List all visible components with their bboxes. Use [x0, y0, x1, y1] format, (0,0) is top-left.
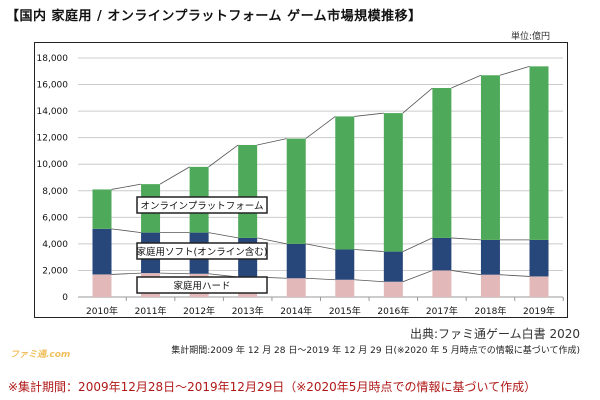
y-tick-label: 14,000 — [37, 107, 69, 117]
connector-line — [160, 272, 190, 275]
y-tick-label: 2,000 — [42, 266, 68, 276]
connector-line — [451, 74, 482, 89]
connector-line — [305, 243, 336, 250]
bar-segment — [383, 251, 403, 282]
x-tick-label: 2019年 — [523, 305, 555, 317]
bar-segment — [92, 228, 112, 275]
connector-line — [111, 183, 142, 190]
bar-segment — [529, 239, 549, 277]
bar-segment — [383, 113, 403, 252]
bar-segment — [432, 237, 452, 271]
x-tick-label: 2012年 — [183, 305, 215, 317]
connector-line — [451, 270, 482, 276]
connector-line — [305, 116, 336, 139]
legend-label: 家庭用ハード — [173, 280, 230, 292]
bar-segment — [529, 66, 549, 240]
period-note: 集計期間:2009 年 12 月 28 日〜2019 年 12 月 29 日(※… — [171, 346, 580, 356]
y-tick-label: 4,000 — [42, 240, 68, 250]
bar-segment — [383, 281, 403, 297]
connector-line — [257, 237, 287, 245]
connector-line — [257, 138, 287, 146]
bar-segment — [432, 88, 452, 238]
legend-label: 家庭用ソフト(オンライン含む) — [137, 246, 268, 258]
bar-segment — [480, 274, 500, 297]
y-tick-label: 16,000 — [37, 81, 69, 91]
bar-segment — [480, 239, 500, 275]
connector-line — [354, 279, 384, 283]
connector-line — [402, 237, 433, 252]
x-tick-label: 2011年 — [135, 305, 167, 317]
bar-segment — [335, 249, 355, 280]
bar-segment — [286, 243, 306, 279]
y-tick-label: 6,000 — [42, 213, 68, 223]
x-tick-label: 2010年 — [86, 305, 118, 317]
bar-segment — [238, 144, 258, 238]
x-tick-label: 2017年 — [426, 305, 458, 317]
connector-line — [354, 112, 384, 117]
bar-segment — [335, 279, 355, 297]
connector-line — [402, 87, 433, 114]
x-tick-label: 2014年 — [280, 305, 312, 317]
legend-box — [136, 196, 268, 214]
chart-title: 【国内 家庭用 / オンラインプラットフォーム ゲーム市場規模推移】 — [6, 9, 422, 24]
legend-box — [136, 276, 268, 294]
x-tick-label: 2018年 — [474, 305, 506, 317]
y-tick-label: 8,000 — [42, 187, 68, 197]
unit-label: 単位:億円 — [510, 32, 550, 42]
connector-line — [305, 277, 336, 281]
y-tick-label: 0 — [62, 293, 68, 303]
connector-line — [208, 144, 239, 168]
bar-segment — [335, 116, 355, 250]
bar-segment — [286, 278, 306, 297]
connector-line — [402, 270, 433, 283]
bar-segment — [432, 270, 452, 297]
connector-line — [159, 166, 190, 185]
bar-segment — [529, 276, 549, 297]
source-credit: 出典:ファミ通ゲーム白書 2020 — [409, 327, 580, 341]
x-tick-label: 2013年 — [232, 305, 264, 317]
bar-segment — [480, 75, 500, 240]
y-tick-label: 12,000 — [37, 134, 69, 144]
watermark-logo: ファミ通.com — [10, 350, 71, 360]
chart-frame — [34, 42, 568, 318]
connector-line — [111, 272, 142, 275]
connector-line — [451, 237, 481, 241]
connector-line — [111, 228, 142, 233]
legend-label: オンラインプラットフォーム — [141, 201, 264, 212]
x-tick-label: 2015年 — [329, 305, 361, 317]
bar-segment — [92, 189, 112, 229]
bar-segment — [92, 274, 112, 297]
x-tick-label: 2016年 — [377, 305, 409, 317]
y-tick-label: 18,000 — [37, 54, 69, 64]
y-tick-label: 10,000 — [37, 160, 69, 170]
footnote: ※集計期間：2009年12月28日〜2019年12月29日（※2020年5月時点… — [8, 380, 537, 394]
legend-box — [136, 242, 268, 260]
connector-line — [499, 65, 530, 76]
connector-line — [499, 274, 530, 277]
connector-line — [354, 249, 384, 252]
bar-segment — [286, 138, 306, 244]
connector-line — [208, 232, 239, 239]
